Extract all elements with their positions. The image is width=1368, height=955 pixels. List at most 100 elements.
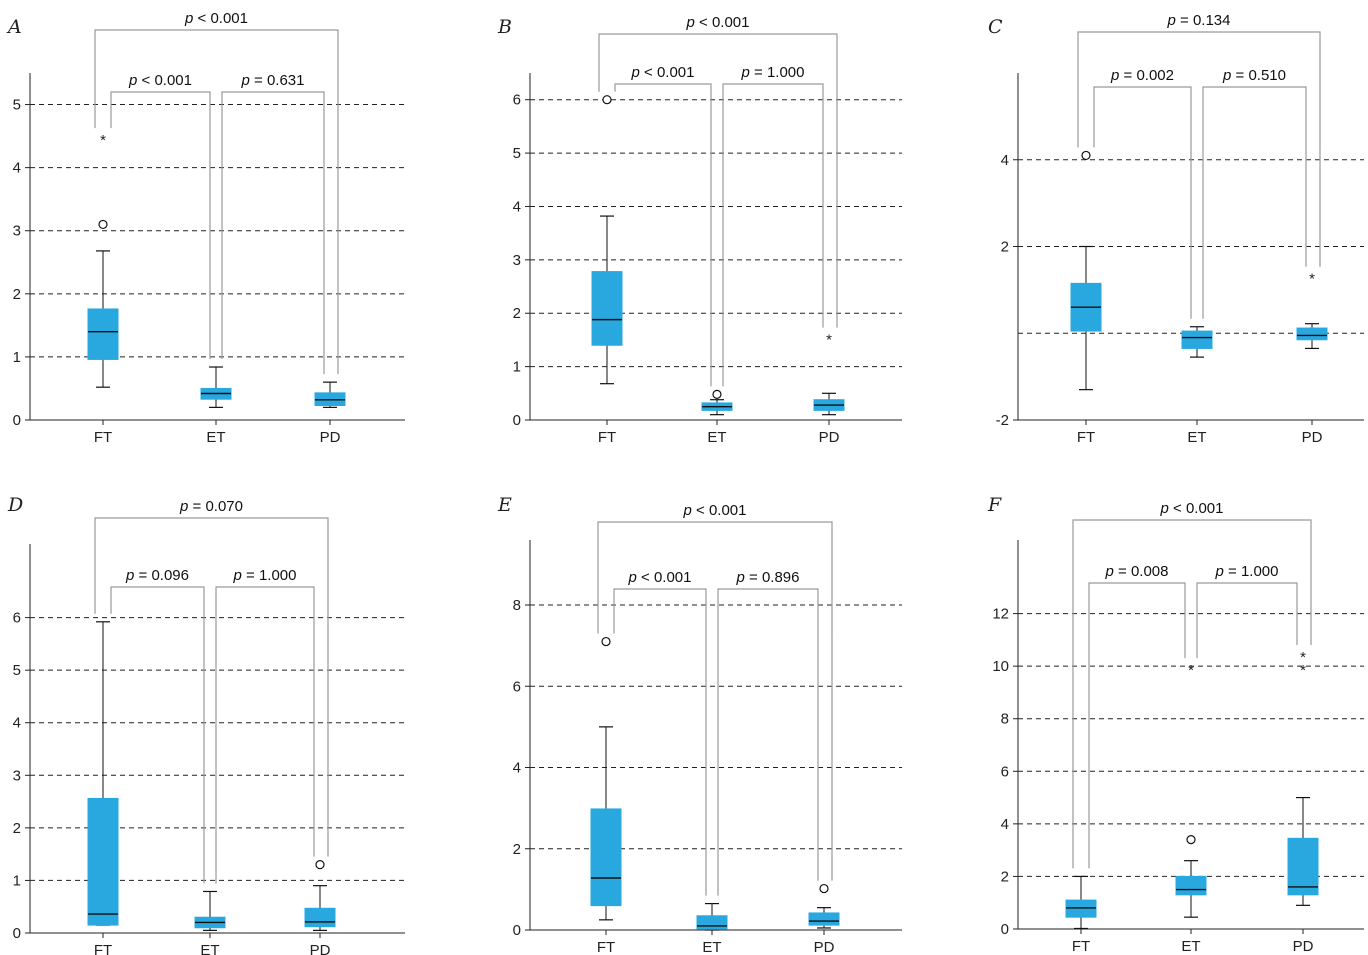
p-value-text: = 1.000: [750, 64, 805, 81]
iqr-box: [808, 912, 840, 926]
y-tick-label: 4: [513, 198, 521, 215]
extreme-point: *: [1188, 662, 1194, 679]
p-symbol: p: [125, 567, 134, 584]
p-value-text: = 0.002: [1119, 67, 1174, 84]
comparison-bracket: p < 0.001: [613, 569, 707, 896]
y-tick-label: 3: [513, 252, 521, 269]
box-ft: [591, 95, 623, 385]
iqr-box: [1287, 837, 1319, 896]
panel-label: A: [6, 16, 22, 38]
y-tick-label: 0: [13, 925, 21, 942]
comparison-bracket: p = 0.134: [1077, 12, 1321, 267]
comparison-bracket: p = 0.008: [1088, 563, 1186, 869]
iqr-box: [304, 907, 336, 928]
p-symbol: p: [1105, 563, 1114, 580]
comparison-bracket: p < 0.001: [110, 72, 211, 360]
x-tick-label: ET: [200, 942, 219, 955]
box-pd: *: [1296, 271, 1328, 350]
box-pd: *: [813, 332, 845, 416]
panel-e: E 0 2 4 6 8 FT ET PD p < 0.001 p < 0.001 p = 0.896: [490, 477, 946, 955]
outlier-point: [1186, 835, 1196, 845]
panel-d: D 0 1 2 3 4 5 6 FT ET PD p = 0.070 p = 0.096 p = 1.00…: [0, 477, 456, 955]
iqr-box: [1175, 875, 1207, 896]
p-symbol: p: [683, 502, 692, 519]
p-symbol: p: [741, 64, 750, 81]
comparison-bracket: p = 1.000: [722, 64, 824, 387]
p-symbol: p: [179, 498, 188, 515]
p-value-label: p < 0.001: [628, 569, 692, 586]
x-tick-label: PD: [320, 429, 341, 446]
comparison-bracket: p = 0.096: [110, 567, 205, 884]
y-tick-label: 1: [13, 349, 21, 366]
panel-a: A 0 1 2 3 4 5 FT ET PD * p < 0.001 p < 0.001 p = 0.63…: [0, 0, 456, 477]
p-value-text: = 0.631: [250, 72, 305, 89]
x-tick-label: FT: [94, 942, 112, 955]
iqr-box: [591, 271, 623, 346]
y-tick-label: 0: [513, 922, 521, 939]
p-value-text: = 0.896: [745, 569, 800, 586]
y-tick-label: 6: [513, 678, 521, 695]
p-symbol: p: [1110, 67, 1119, 84]
bracket-line: [1202, 86, 1307, 319]
bracket-line: [1072, 519, 1312, 869]
p-symbol: p: [631, 64, 640, 81]
comparison-bracket: p = 0.002: [1093, 67, 1192, 319]
x-tick-label: ET: [702, 939, 721, 955]
y-tick-label: 1: [513, 359, 521, 376]
y-tick-label: 4: [513, 760, 521, 777]
box-pd: [314, 381, 346, 408]
box-pd: **: [1287, 649, 1319, 906]
x-tick-label: ET: [206, 429, 225, 446]
y-tick-label: 2: [13, 820, 21, 837]
comparison-bracket: p < 0.001: [1072, 500, 1312, 869]
y-tick-label: 3: [13, 767, 21, 784]
outlier-point: [98, 219, 108, 230]
y-tick-label: -2: [996, 412, 1009, 429]
p-value-label: p < 0.001: [1160, 500, 1224, 517]
comparison-bracket: p = 0.631: [221, 72, 325, 375]
p-symbol: p: [241, 72, 250, 89]
iqr-box: [1181, 330, 1213, 349]
p-value-label: p < 0.001: [631, 64, 695, 81]
p-value-label: p < 0.001: [128, 72, 192, 89]
iqr-box: [696, 915, 728, 930]
bracket-line: [1088, 582, 1186, 869]
p-value-text: = 1.000: [1224, 563, 1279, 580]
p-value-label: p = 1.000: [1215, 563, 1279, 580]
p-value-label: p = 0.134: [1167, 12, 1231, 29]
comparison-bracket: p = 0.070: [94, 498, 329, 857]
bracket-line: [215, 586, 315, 884]
bracket-line: [94, 517, 329, 857]
box-et: [200, 366, 232, 408]
bracket-line: [597, 521, 833, 881]
p-value-text: < 0.001: [137, 72, 192, 89]
bracket-line: [722, 83, 824, 387]
comparison-bracket: p < 0.001: [598, 14, 838, 328]
p-value-text: = 0.096: [134, 567, 189, 584]
p-value-label: p < 0.001: [686, 14, 750, 31]
p-value-text: = 1.000: [242, 567, 297, 584]
x-tick-label: FT: [1072, 938, 1090, 955]
p-value-label: p = 0.631: [241, 72, 305, 89]
bracket-line: [221, 91, 325, 375]
comparison-bracket: p = 0.510: [1202, 67, 1307, 319]
bracket-line: [614, 83, 712, 387]
y-tick-label: 5: [13, 662, 21, 679]
y-tick-label: 0: [13, 412, 21, 429]
iqr-box: [590, 808, 622, 907]
box-ft: *: [87, 132, 119, 388]
p-value-label: p = 1.000: [233, 567, 297, 584]
comparison-bracket: p = 0.896: [717, 569, 819, 896]
outlier-point: [1081, 150, 1091, 161]
p-symbol: p: [184, 10, 193, 27]
y-tick-label: 6: [1001, 763, 1009, 780]
outlier-point: [315, 860, 325, 870]
comparison-bracket: p < 0.001: [597, 502, 833, 881]
p-symbol: p: [736, 569, 745, 586]
y-tick-label: 5: [513, 145, 521, 162]
p-value-label: p = 0.096: [125, 567, 189, 584]
x-tick-label: ET: [1181, 938, 1200, 955]
p-symbol: p: [128, 72, 137, 89]
comparison-bracket: p < 0.001: [94, 10, 339, 375]
